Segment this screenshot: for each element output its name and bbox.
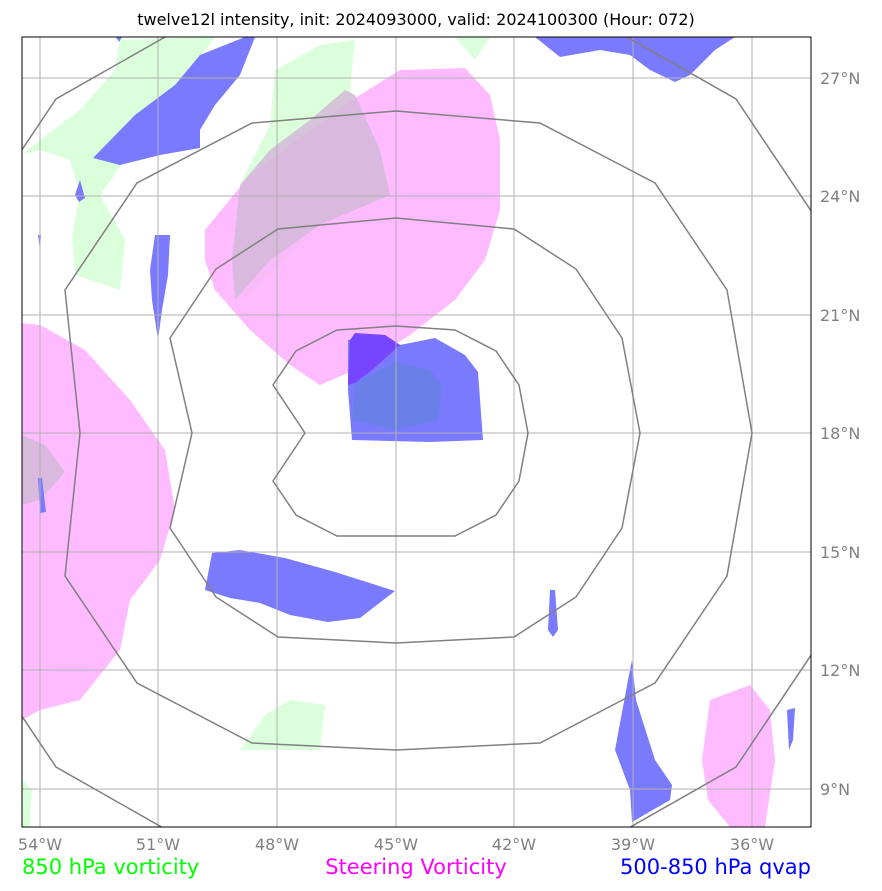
lat-tick-label: 27°N bbox=[820, 69, 860, 88]
qvap-region-center-inner bbox=[352, 362, 442, 430]
lon-tick-label: 42°W bbox=[492, 835, 536, 854]
vorticity-850-region-n2 bbox=[455, 37, 490, 60]
lon-tick-label: 48°W bbox=[255, 835, 299, 854]
lon-tick-label: 36°W bbox=[730, 835, 774, 854]
steering-vorticity-region-center bbox=[205, 68, 500, 385]
graticule bbox=[22, 37, 811, 827]
vorticity-850-region-south bbox=[240, 700, 325, 750]
lon-tick-label: 45°W bbox=[374, 835, 418, 854]
qvap-region-south bbox=[205, 550, 395, 622]
lon-tick-labels: 54°W 51°W 48°W 45°W 42°W 39°W 36°W bbox=[18, 835, 774, 854]
meridian-lines bbox=[39, 37, 753, 827]
qvap-layer bbox=[38, 37, 795, 822]
overlap-region-center bbox=[232, 90, 390, 300]
range-ring-2 bbox=[169, 217, 641, 644]
range-ring-4 bbox=[22, 37, 811, 827]
legend-steering-vorticity: Steering Vorticity bbox=[325, 855, 507, 879]
legend: 850 hPa vorticity Steering Vorticity 500… bbox=[22, 855, 811, 879]
plot-title: twelve12l intensity, init: 2024093000, v… bbox=[137, 10, 695, 29]
overlap-region-west bbox=[22, 435, 65, 505]
steering-vorticity-region-west bbox=[22, 323, 175, 720]
range-ring-1 bbox=[272, 325, 529, 537]
lon-tick-label: 54°W bbox=[18, 835, 62, 854]
lat-tick-label: 15°N bbox=[820, 543, 860, 562]
plot-frame bbox=[21, 36, 812, 828]
qvap-region-center-dark bbox=[348, 333, 400, 385]
qvap-region-strip-west bbox=[150, 235, 170, 340]
parallel-lines bbox=[22, 77, 811, 790]
range-ring-3 bbox=[64, 110, 753, 751]
range-rings bbox=[22, 37, 811, 827]
legend-850-vorticity: 850 hPa vorticity bbox=[22, 855, 199, 879]
legend-qvap: 500-850 hPa qvap bbox=[620, 855, 811, 879]
lon-tick-label: 51°W bbox=[136, 835, 180, 854]
lat-tick-labels: 27°N 24°N 21°N 18°N 15°N 12°N 9°N bbox=[820, 69, 860, 799]
qvap-region-small-3 bbox=[787, 708, 795, 750]
steering-vorticity-region-se bbox=[702, 685, 775, 827]
lat-tick-label: 9°N bbox=[820, 780, 850, 799]
qvap-region-nw bbox=[93, 37, 255, 165]
lat-tick-label: 12°N bbox=[820, 661, 860, 680]
lat-tick-label: 18°N bbox=[820, 424, 860, 443]
plot-area bbox=[22, 37, 811, 827]
overlap-layer bbox=[22, 90, 390, 505]
lat-tick-label: 24°N bbox=[820, 187, 860, 206]
lat-tick-label: 21°N bbox=[820, 306, 860, 325]
qvap-region-small-5 bbox=[116, 37, 122, 42]
vorticity-850-region-sw bbox=[22, 780, 32, 827]
qvap-region-se bbox=[615, 660, 672, 822]
steering-vorticity-layer bbox=[22, 68, 775, 827]
qvap-region-se-strip bbox=[548, 590, 558, 637]
lon-tick-label: 39°W bbox=[611, 835, 655, 854]
